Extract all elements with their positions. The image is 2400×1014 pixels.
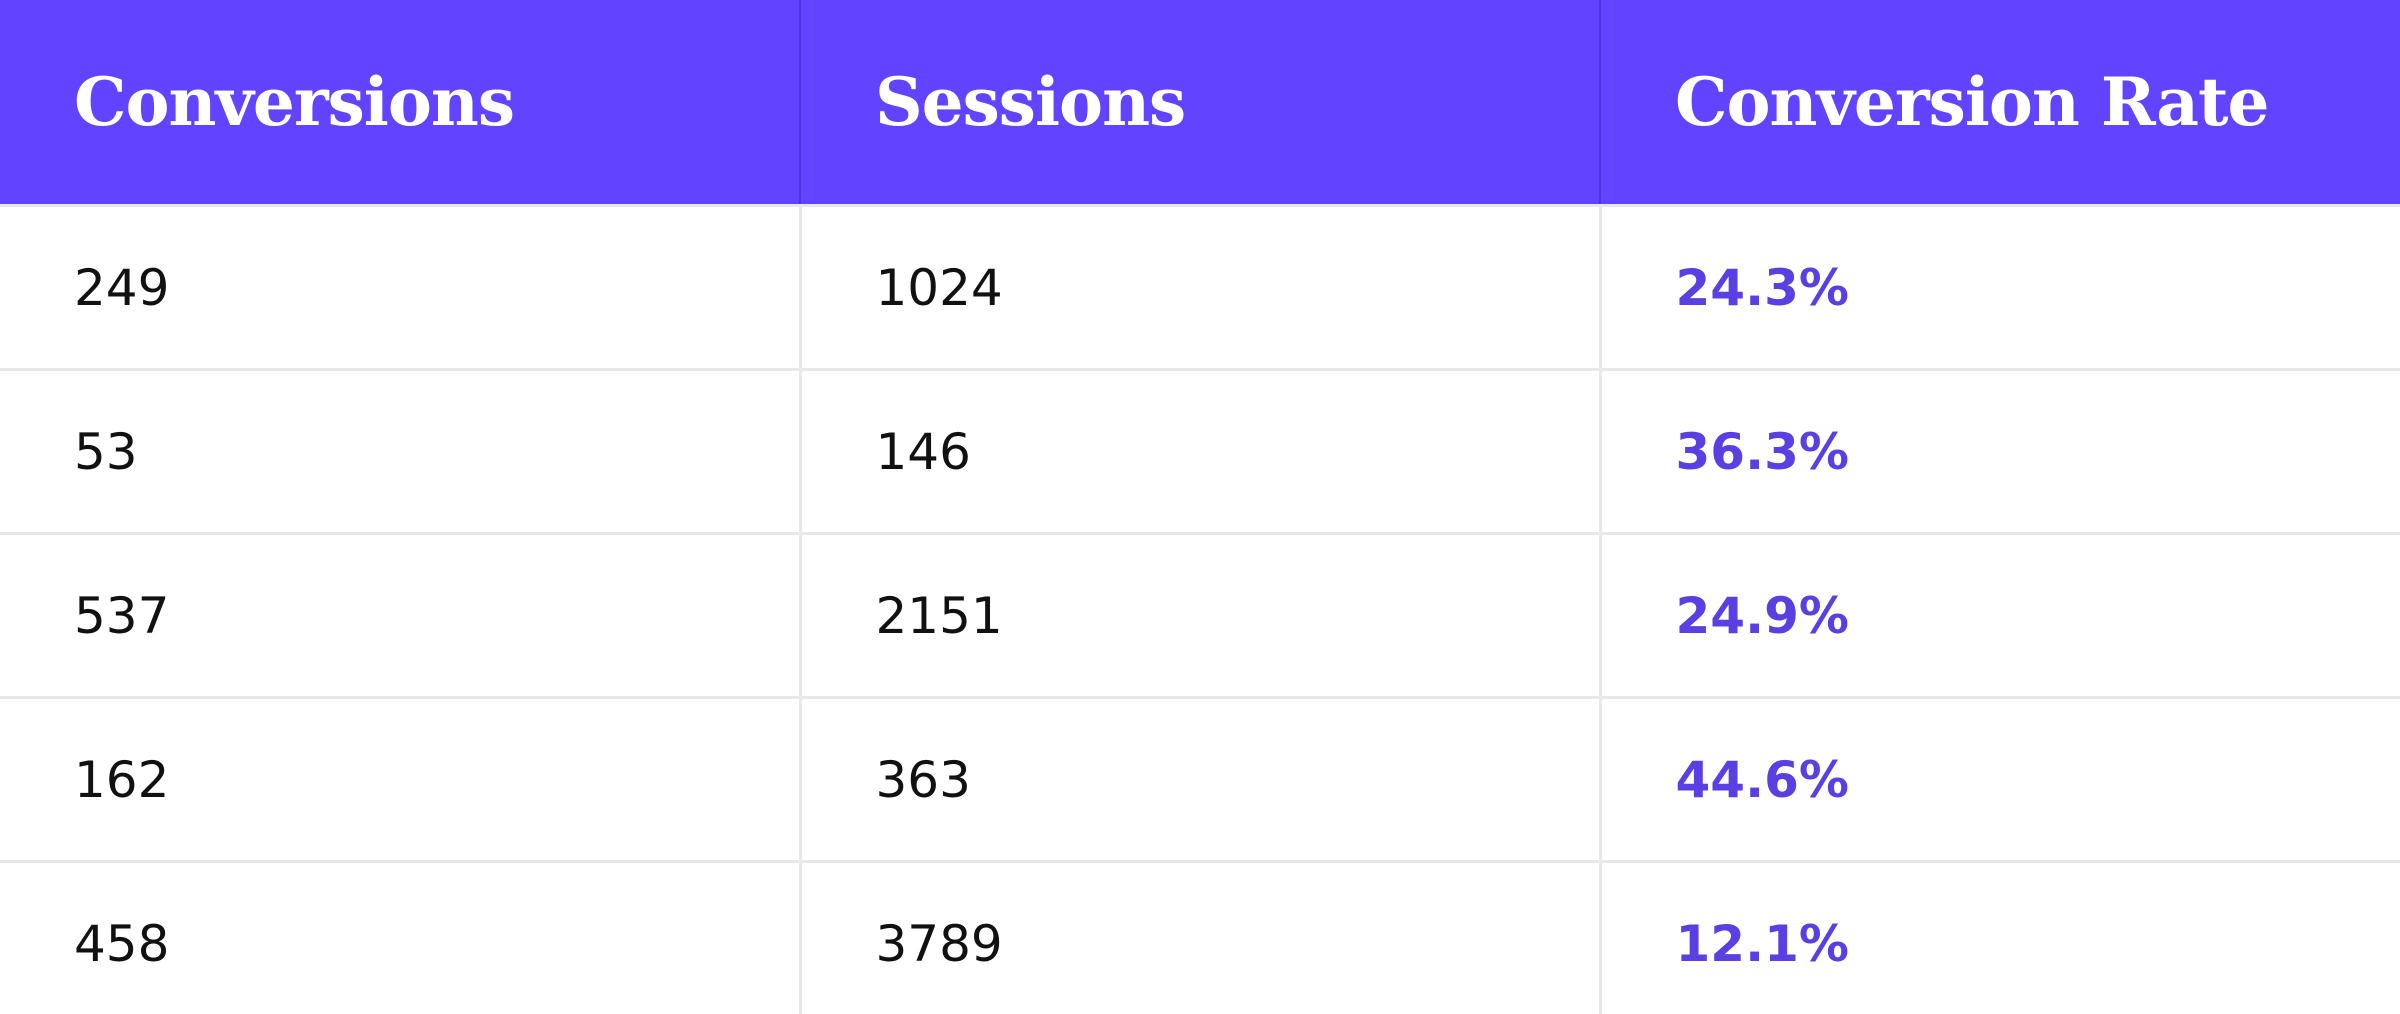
table-cell: 3789	[798, 860, 1600, 1014]
table-cell: 537	[0, 532, 800, 698]
table-cell: 458	[0, 860, 800, 1014]
table-row: 537 2151 24.9%	[0, 532, 2400, 698]
header-row: Conversions Sessions Conversion Rate	[0, 0, 2400, 206]
table-row: 249 1024 24.3%	[0, 204, 2400, 370]
table-cell: 363	[798, 696, 1600, 862]
column-header: Sessions	[799, 0, 1600, 206]
table-body: 249 1024 24.3% 53 146 36.3% 537 2151 24.9% 162 363…	[0, 204, 2400, 1014]
column-header: Conversion Rate	[1599, 0, 2400, 206]
table-cell: 249	[0, 204, 800, 370]
table-row: 162 363 44.6%	[0, 696, 2400, 862]
rate-cell: 12.1%	[1598, 860, 2400, 1014]
table-header: Conversions Sessions Conversion Rate	[0, 0, 2400, 206]
table-cell: 162	[0, 696, 800, 862]
table-row: 53 146 36.3%	[0, 368, 2400, 534]
table-cell: 2151	[798, 532, 1600, 698]
table-cell: 53	[0, 368, 800, 534]
column-header: Conversions	[0, 0, 800, 206]
table-cell: 1024	[798, 204, 1600, 370]
table-cell: 146	[798, 368, 1600, 534]
rate-cell: 24.3%	[1598, 204, 2400, 370]
table-row: 458 3789 12.1%	[0, 860, 2400, 1014]
rate-cell: 36.3%	[1598, 368, 2400, 534]
rate-cell: 44.6%	[1598, 696, 2400, 862]
rate-cell: 24.9%	[1598, 532, 2400, 698]
